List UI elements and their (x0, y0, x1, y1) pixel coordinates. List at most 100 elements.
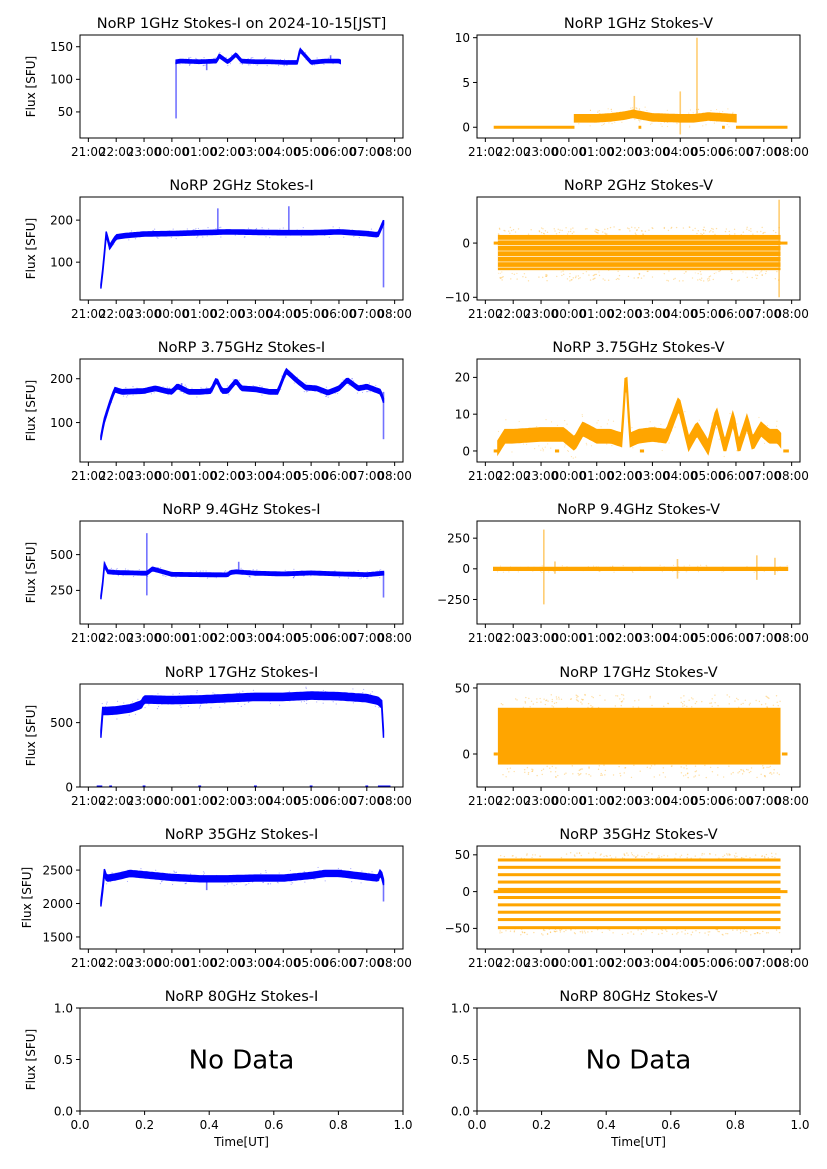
x-tick-label: 23:00 (127, 956, 162, 970)
data-point (267, 61, 269, 63)
data-point (627, 854, 629, 856)
data-point (254, 575, 256, 577)
x-tick-label: 06:00 (322, 631, 357, 645)
data-point (549, 931, 552, 934)
data-point (638, 226, 640, 229)
panel-title: NoRP 17GHz Stokes-V (559, 665, 717, 681)
data-point (551, 705, 553, 707)
data-point (539, 855, 541, 858)
data-point (360, 577, 363, 579)
data-point (243, 236, 246, 238)
data-point (703, 853, 705, 855)
data-point (640, 933, 643, 935)
data-point (593, 278, 595, 280)
data-point (284, 375, 286, 377)
x-tick-label: 22:00 (99, 307, 134, 321)
data-point (202, 871, 205, 873)
axes-frame (79, 683, 404, 788)
data-point (250, 57, 252, 59)
data-point (670, 227, 672, 229)
data-flat-segment (365, 785, 369, 787)
x-tick-label: 02:00 (210, 469, 245, 483)
data-point (772, 229, 775, 232)
data-point (681, 703, 684, 705)
data-point (540, 701, 542, 703)
data-point (661, 125, 663, 128)
data-point (737, 772, 739, 774)
data-point (683, 700, 685, 703)
data-point (702, 229, 704, 231)
data-point (726, 114, 729, 116)
data-point (203, 64, 205, 66)
data-point (764, 703, 767, 705)
data-point (602, 123, 604, 126)
data-point (689, 564, 691, 566)
plot-area (493, 199, 788, 298)
data-point (172, 693, 174, 695)
data-point (601, 931, 603, 934)
data-point (502, 276, 504, 278)
data-point (598, 274, 601, 277)
plot-area (493, 529, 789, 605)
data-point (631, 854, 634, 856)
data-point (565, 772, 567, 774)
data-point (367, 230, 370, 232)
data-point (353, 571, 355, 573)
data-point (253, 698, 255, 700)
data-point (735, 852, 737, 855)
data-point (570, 228, 572, 230)
data-point (540, 449, 542, 451)
data-point (205, 570, 207, 572)
data-point (556, 424, 558, 427)
data-point (362, 691, 364, 694)
y-axis-label: Flux [SFU] (24, 380, 38, 441)
data-point (578, 852, 581, 854)
data-point (140, 867, 142, 870)
data-point (234, 694, 237, 696)
data-point (619, 698, 621, 700)
data-point (686, 768, 688, 770)
data-point (226, 883, 229, 885)
data-point (551, 765, 554, 768)
data-point (152, 565, 154, 568)
x-tick-label: 00:00 (155, 307, 190, 321)
data-point (551, 700, 553, 703)
data-point (147, 388, 149, 390)
x-tick-label: 1.0 (790, 1118, 809, 1132)
data-point (544, 275, 547, 277)
data-point (361, 879, 363, 881)
data-point (180, 706, 182, 708)
x-tick-label: 01:00 (579, 145, 614, 159)
data-point (304, 873, 306, 876)
data-point (778, 441, 781, 443)
x-tick-label: 23:00 (524, 631, 559, 645)
panel-p3v: 0102021:0022:0023:0000:0001:0002:0003:00… (455, 340, 809, 483)
data-point (162, 876, 165, 879)
data-point (708, 275, 711, 278)
data-point (258, 571, 260, 574)
data-point (574, 855, 576, 857)
data-point (760, 230, 762, 233)
data-point (746, 276, 748, 279)
data-point (209, 230, 211, 232)
data-point (776, 772, 779, 774)
data-point (547, 700, 549, 702)
data-point (136, 387, 138, 389)
data-point (608, 568, 610, 570)
data-point (306, 389, 308, 391)
data-point (588, 274, 590, 276)
data-point (350, 867, 352, 870)
x-tick-label: 08:00 (377, 469, 412, 483)
data-point (321, 61, 323, 63)
data-point (101, 429, 103, 431)
data-point (104, 870, 106, 873)
data-point (666, 930, 668, 933)
data-point (501, 567, 503, 569)
data-point (235, 877, 237, 879)
data-point (178, 692, 181, 695)
data-point (286, 64, 288, 66)
data-point (597, 419, 599, 422)
data-point (261, 227, 263, 229)
data-point (682, 280, 684, 282)
data-point (279, 876, 282, 878)
